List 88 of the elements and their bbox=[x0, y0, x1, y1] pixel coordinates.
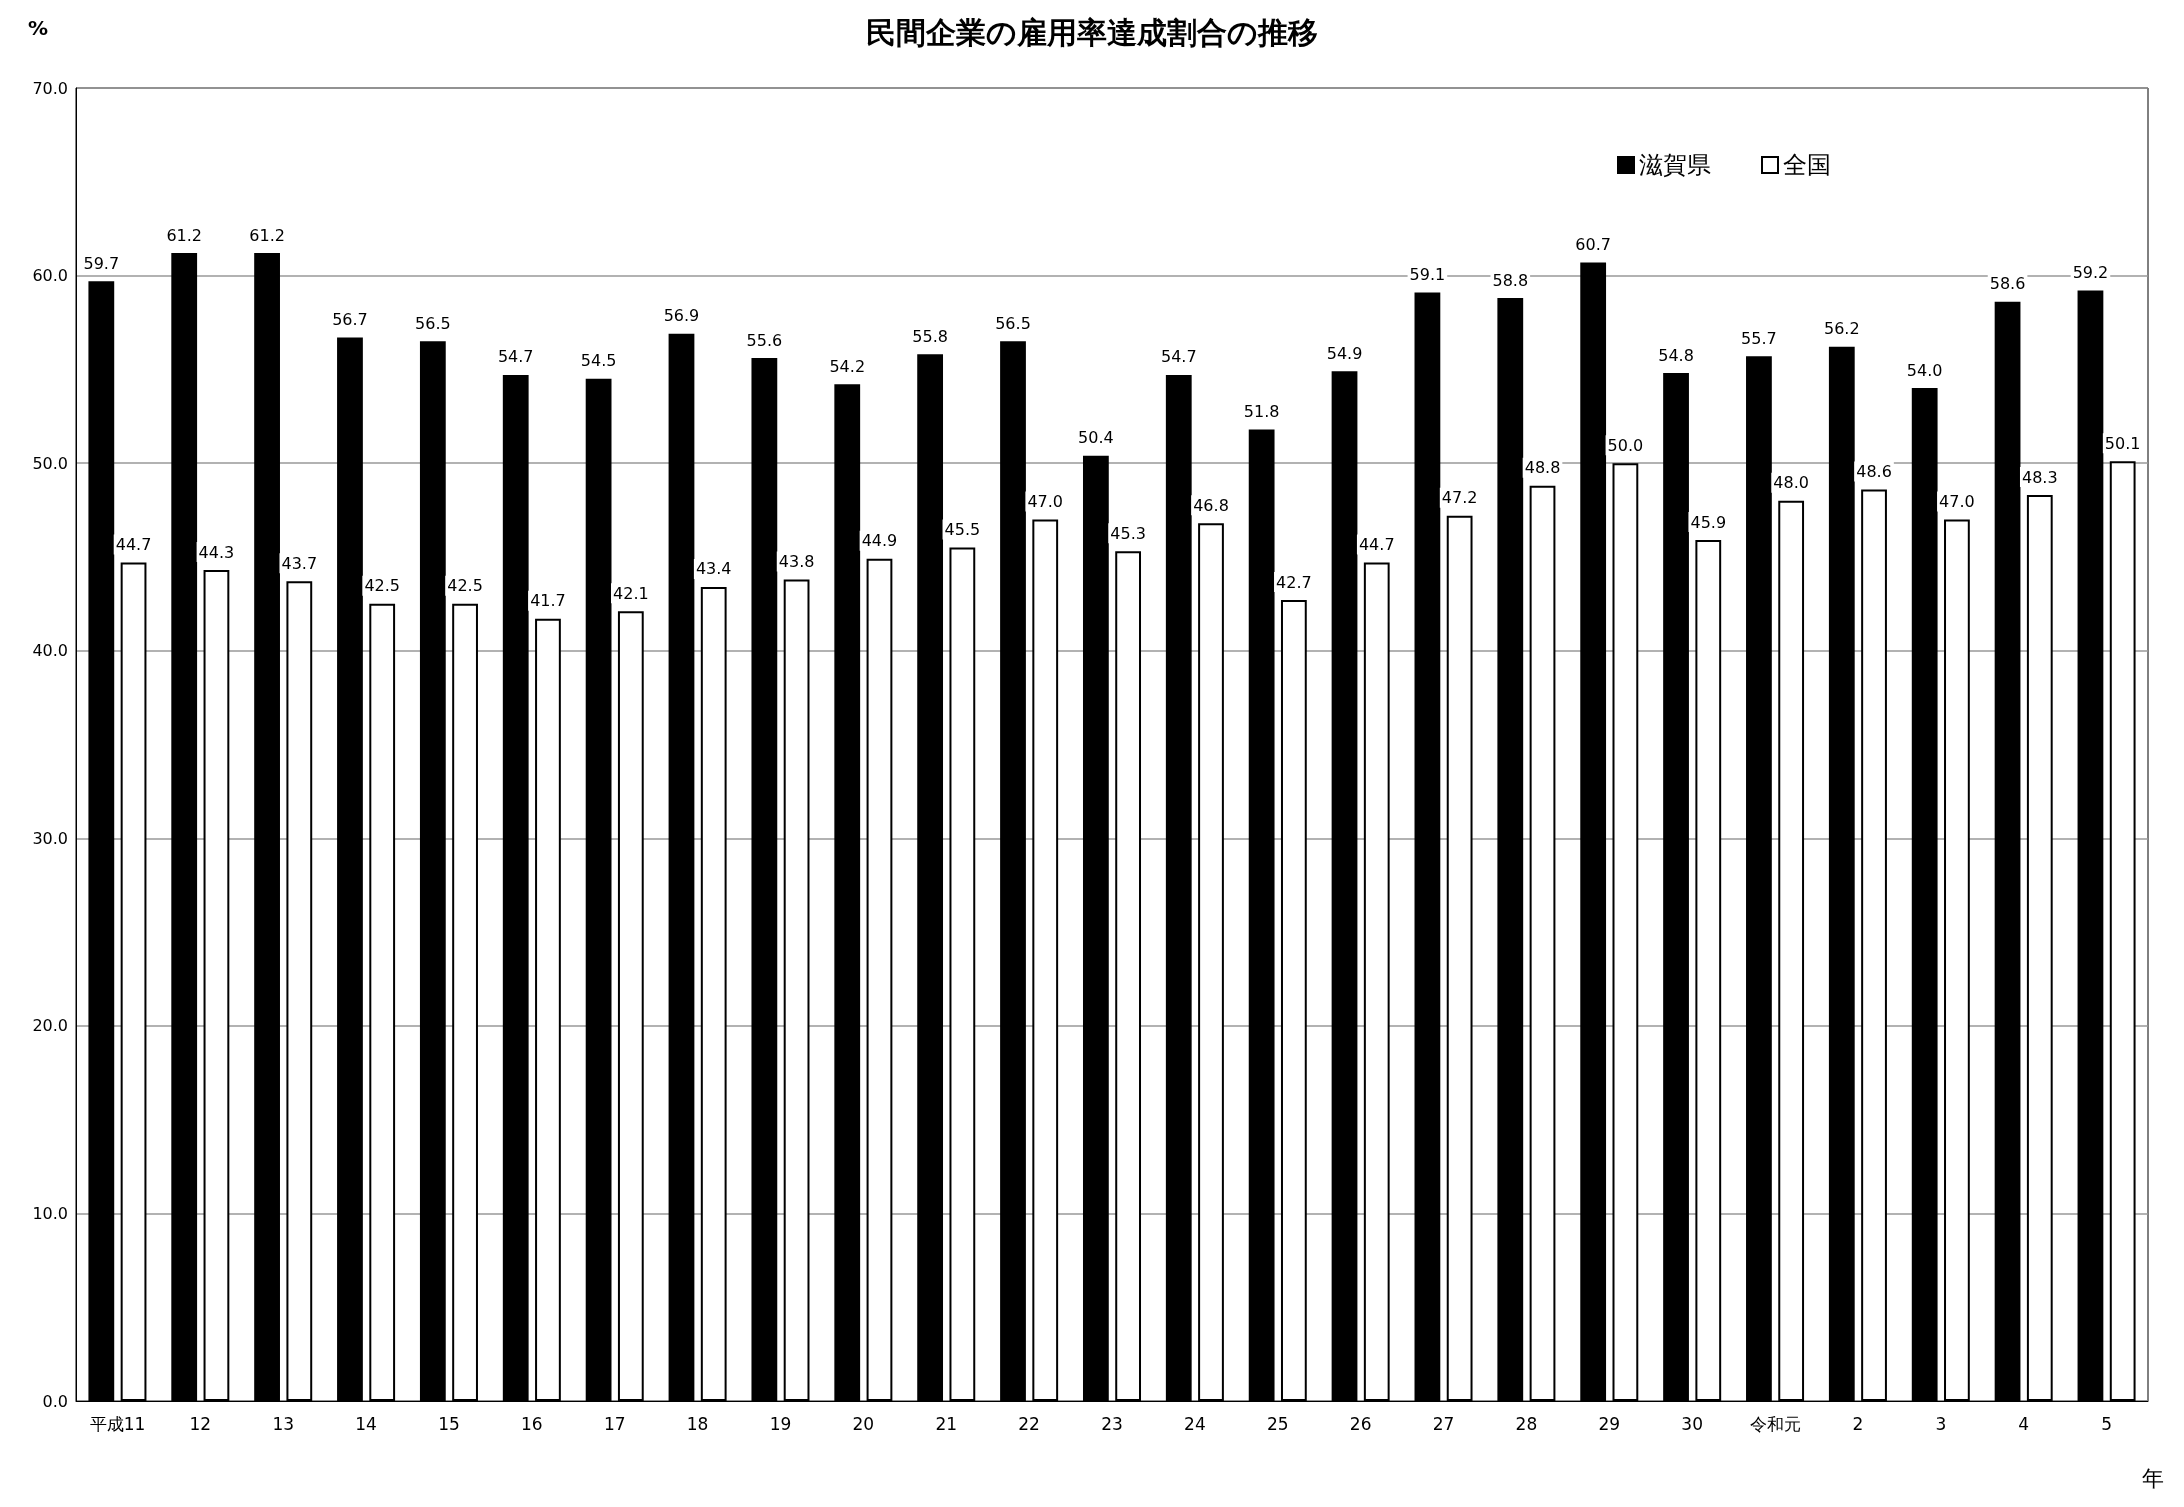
data-label: 54.8 bbox=[1658, 345, 1694, 365]
data-label: 42.7 bbox=[1276, 572, 1312, 592]
data-label: 45.3 bbox=[1110, 523, 1146, 543]
data-label: 55.7 bbox=[1741, 328, 1777, 348]
legend-label: 滋賀県 bbox=[1639, 151, 1711, 179]
data-label: 42.1 bbox=[613, 583, 649, 603]
x-tick-label: 17 bbox=[603, 1413, 626, 1434]
legend-label: 全国 bbox=[1783, 151, 1831, 179]
data-label: 43.7 bbox=[281, 553, 318, 573]
data-label: 59.7 bbox=[83, 253, 120, 273]
data-label: 51.8 bbox=[1243, 401, 1280, 421]
x-tick-label: 29 bbox=[1598, 1413, 1621, 1434]
y-tick-label: 20.0 bbox=[32, 1016, 68, 1036]
data-label: 45.9 bbox=[1690, 512, 1727, 532]
x-tick-label: 22 bbox=[1018, 1413, 1040, 1434]
y-tick-label: 10.0 bbox=[32, 1203, 68, 1223]
x-tick-label: 3 bbox=[1935, 1413, 1947, 1434]
data-label: 44.7 bbox=[115, 535, 152, 555]
data-label: 44.9 bbox=[861, 531, 898, 551]
data-label: 59.1 bbox=[1409, 264, 1446, 284]
data-label: 60.7 bbox=[1575, 234, 1611, 254]
data-label: 42.5 bbox=[364, 576, 401, 596]
data-label: 58.6 bbox=[1989, 274, 2026, 294]
y-tick-label: 70.0 bbox=[32, 78, 68, 98]
data-label: 50.4 bbox=[1078, 428, 1114, 448]
data-label: 54.2 bbox=[829, 356, 866, 376]
x-tick-label: 16 bbox=[521, 1413, 543, 1434]
data-label: 59.2 bbox=[2072, 263, 2109, 283]
x-tick-label: 13 bbox=[272, 1413, 295, 1434]
data-label: 48.8 bbox=[1524, 458, 1561, 478]
data-label: 55.6 bbox=[746, 330, 783, 350]
x-tick-label: 30 bbox=[1681, 1413, 1703, 1434]
data-label: 56.9 bbox=[663, 306, 700, 326]
data-label: 48.6 bbox=[1856, 461, 1892, 481]
x-tick-label: 21 bbox=[935, 1413, 958, 1434]
data-label: 47.2 bbox=[1441, 488, 1478, 508]
x-tick-label: 5 bbox=[2101, 1413, 2112, 1434]
data-label: 58.8 bbox=[1492, 270, 1529, 290]
data-label: 56.7 bbox=[332, 309, 368, 329]
y-tick-label: 60.0 bbox=[32, 266, 68, 286]
data-label: 54.9 bbox=[1326, 343, 1363, 363]
data-label: 46.8 bbox=[1193, 495, 1229, 515]
data-label: 56.2 bbox=[1823, 319, 1860, 339]
data-label: 61.2 bbox=[249, 225, 285, 245]
x-tick-label: 18 bbox=[686, 1413, 709, 1434]
data-label: 56.5 bbox=[995, 313, 1031, 333]
data-label: 47.0 bbox=[1939, 491, 1975, 511]
data-label: 43.8 bbox=[778, 551, 815, 571]
y-tick-label: 30.0 bbox=[32, 828, 68, 848]
x-tick-label: 24 bbox=[1184, 1413, 1206, 1434]
x-tick-label: 令和元 bbox=[1749, 1413, 1801, 1434]
x-axis-title: 年 bbox=[2142, 1465, 2164, 1491]
data-label: 55.8 bbox=[912, 326, 948, 346]
x-tick-label: 平成11 bbox=[89, 1413, 146, 1434]
x-tick-label: 19 bbox=[769, 1413, 792, 1434]
data-label: 56.5 bbox=[415, 313, 451, 333]
x-tick-label: 27 bbox=[1432, 1413, 1455, 1434]
data-label: 44.3 bbox=[198, 542, 235, 562]
data-label: 47.0 bbox=[1027, 491, 1064, 511]
data-label: 54.5 bbox=[580, 351, 617, 371]
y-tick-label: 50.0 bbox=[32, 453, 68, 473]
data-label: 50.1 bbox=[2104, 433, 2141, 453]
data-label: 48.3 bbox=[2021, 467, 2058, 487]
y-axis-title: % bbox=[28, 16, 49, 40]
data-label: 50.0 bbox=[1607, 435, 1644, 455]
x-tick-label: 15 bbox=[438, 1413, 460, 1434]
x-tick-label: 26 bbox=[1349, 1413, 1372, 1434]
y-tick-label: 0.0 bbox=[42, 1391, 68, 1411]
data-label: 43.4 bbox=[695, 559, 732, 579]
data-label: 61.2 bbox=[166, 225, 203, 245]
x-tick-label: 23 bbox=[1101, 1413, 1123, 1434]
data-label: 54.7 bbox=[497, 347, 534, 367]
data-label: 41.7 bbox=[530, 591, 566, 611]
chart-title: 民間企業の雇用率達成割合の推移 bbox=[866, 14, 1318, 50]
x-tick-label: 20 bbox=[852, 1413, 875, 1434]
x-tick-label: 25 bbox=[1266, 1413, 1289, 1434]
data-label: 42.5 bbox=[447, 576, 483, 596]
x-tick-label: 12 bbox=[189, 1413, 212, 1434]
y-tick-label: 40.0 bbox=[32, 641, 68, 661]
x-tick-label: 14 bbox=[355, 1413, 377, 1434]
data-label: 54.7 bbox=[1160, 347, 1197, 367]
data-label: 48.0 bbox=[1773, 473, 1809, 493]
data-label: 44.7 bbox=[1358, 535, 1395, 555]
x-tick-label: 28 bbox=[1515, 1413, 1538, 1434]
x-tick-label: 2 bbox=[1852, 1413, 1864, 1434]
data-label: 54.0 bbox=[1906, 360, 1943, 380]
x-tick-label: 4 bbox=[2018, 1413, 2030, 1434]
data-label: 45.5 bbox=[944, 520, 981, 540]
